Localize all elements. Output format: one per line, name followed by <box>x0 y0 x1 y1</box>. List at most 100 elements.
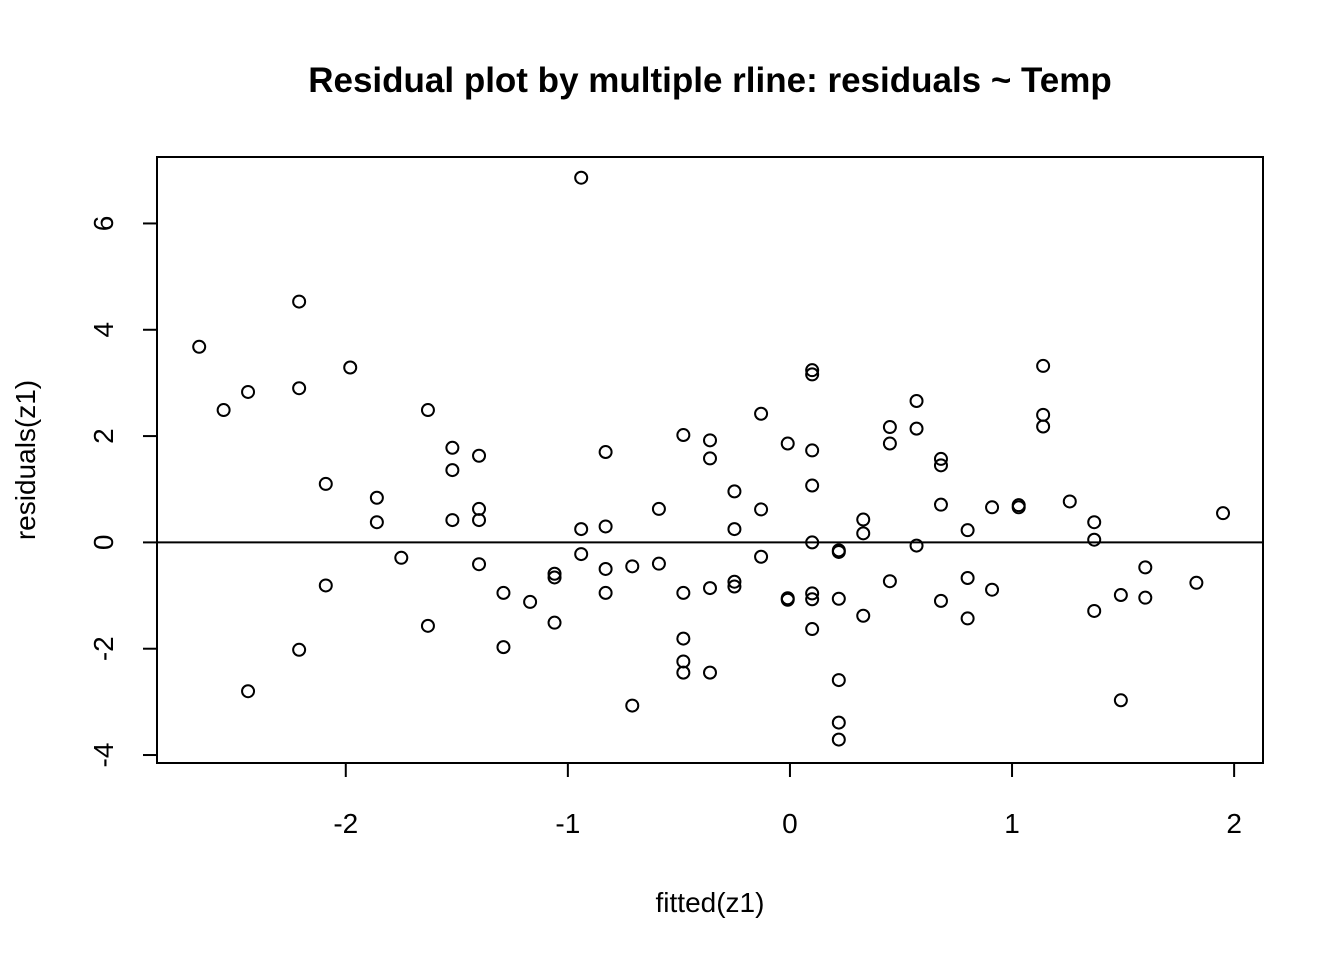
data-point <box>831 715 846 730</box>
x-axis: -2 -1 0 1 2 <box>333 762 1242 839</box>
data-point <box>856 608 871 623</box>
y-axis-label: residuals(z1) <box>10 380 41 540</box>
data-point <box>985 582 1000 597</box>
data-point <box>703 665 717 680</box>
data-point <box>394 550 409 565</box>
data-point <box>727 484 742 499</box>
data-point <box>856 526 871 541</box>
data-point <box>343 360 358 375</box>
data-point <box>754 406 769 421</box>
data-point <box>754 502 769 517</box>
data-point <box>727 579 742 594</box>
data-point <box>472 448 487 463</box>
data-point <box>909 538 924 553</box>
data-point <box>831 673 846 688</box>
data-point <box>676 665 691 680</box>
y-axis: -4 -2 0 2 4 6 <box>88 216 158 768</box>
data-point <box>318 578 333 593</box>
data-point <box>703 451 717 466</box>
data-point <box>369 490 384 505</box>
data-point <box>598 445 613 460</box>
data-point <box>805 586 820 601</box>
data-point <box>369 515 384 530</box>
data-point <box>960 611 975 626</box>
data-point <box>960 571 975 586</box>
data-point <box>318 476 333 491</box>
data-point <box>882 420 897 435</box>
data-point <box>1189 575 1204 590</box>
data-point <box>805 535 820 550</box>
data-point <box>1216 506 1231 521</box>
data-point <box>574 170 589 185</box>
data-point <box>598 519 613 534</box>
data-point <box>420 403 435 418</box>
data-point <box>625 559 640 574</box>
data-point <box>1036 358 1051 373</box>
data-point <box>292 381 307 396</box>
data-point <box>805 363 820 378</box>
x-tick-label: -2 <box>333 808 358 839</box>
data-point <box>831 544 846 559</box>
data-point <box>1011 500 1026 515</box>
data-point <box>216 403 231 418</box>
data-point <box>727 522 742 537</box>
data-point <box>960 523 975 538</box>
data-point <box>547 570 562 585</box>
data-point <box>703 433 717 448</box>
data-point <box>192 339 207 354</box>
data-point <box>625 698 640 713</box>
y-tick-label: 2 <box>88 428 119 444</box>
data-point <box>523 594 538 609</box>
data-point <box>241 384 256 399</box>
x-tick-label: 1 <box>1004 808 1020 839</box>
data-point <box>909 421 924 436</box>
x-axis-label: fitted(z1) <box>656 887 765 918</box>
data-point <box>1036 407 1051 422</box>
data-point <box>933 458 948 473</box>
data-point <box>292 294 307 309</box>
data-point <box>547 566 562 581</box>
data-point <box>831 591 846 606</box>
data-point <box>780 592 795 607</box>
data-point <box>496 585 511 600</box>
y-tick-label: -4 <box>88 743 119 768</box>
data-point <box>727 574 742 589</box>
x-tick-label: -1 <box>555 808 580 839</box>
data-point <box>1087 603 1102 618</box>
data-point <box>574 522 589 537</box>
data-point <box>496 640 511 655</box>
data-point <box>985 500 1000 515</box>
data-point <box>933 497 948 512</box>
data-point <box>1113 693 1128 708</box>
data-point <box>1138 590 1153 605</box>
data-point <box>651 556 666 571</box>
x-tick-label: 0 <box>782 808 798 839</box>
y-tick-label: -2 <box>88 636 119 661</box>
plot-area-border <box>156 156 1264 764</box>
y-tick-label: 0 <box>88 535 119 551</box>
data-point <box>598 561 613 576</box>
data-point <box>703 581 717 596</box>
data-point <box>472 557 487 572</box>
data-point <box>805 443 820 458</box>
data-point <box>805 367 820 382</box>
y-tick-label: 6 <box>88 216 119 232</box>
data-point <box>1113 588 1128 603</box>
data-point <box>780 436 795 451</box>
data-point <box>754 549 769 564</box>
data-point <box>445 440 460 455</box>
data-point <box>805 592 820 607</box>
data-point <box>1138 560 1153 575</box>
x-tick-label: 2 <box>1226 808 1242 839</box>
data-point <box>805 478 820 493</box>
data-point <box>445 463 460 478</box>
data-point <box>882 436 897 451</box>
data-point <box>909 393 924 408</box>
data-point <box>292 642 307 657</box>
data-point <box>598 585 613 600</box>
data-point <box>651 501 666 516</box>
data-points <box>192 170 1231 747</box>
data-point <box>1036 419 1051 434</box>
data-point <box>676 428 691 443</box>
